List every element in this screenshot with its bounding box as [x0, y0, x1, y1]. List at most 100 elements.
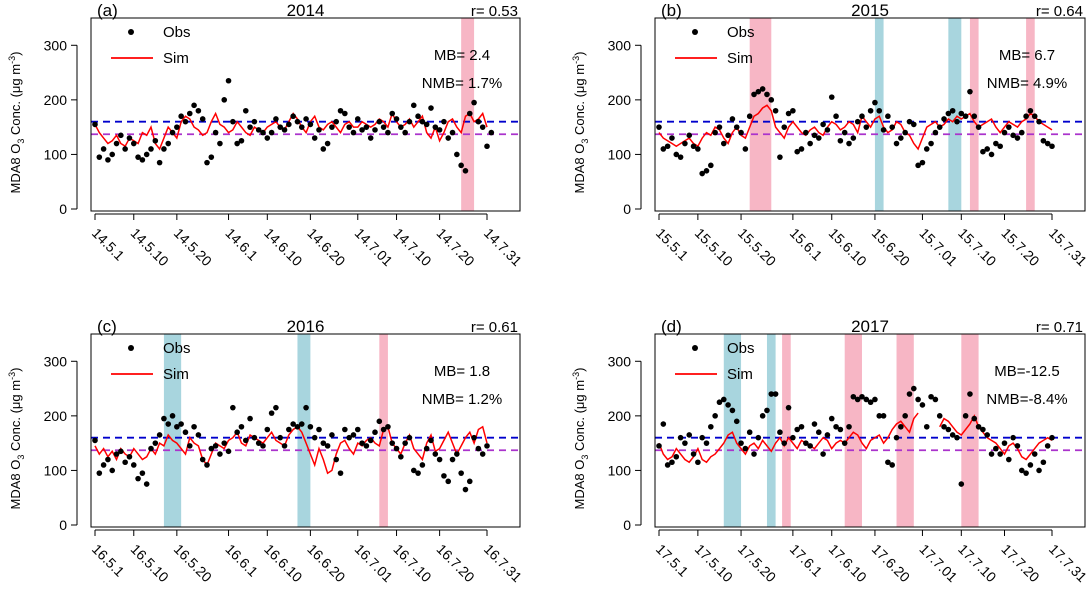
obs-point — [751, 91, 757, 98]
obs-point — [363, 443, 370, 449]
obs-point — [811, 132, 818, 139]
x-tick-label: 16.7.10 — [390, 541, 434, 585]
obs-point — [1014, 135, 1021, 141]
panel-label: (b) — [661, 1, 682, 20]
obs-point — [415, 470, 421, 476]
obs-point — [803, 129, 809, 136]
legend-obs-marker — [128, 345, 134, 351]
obs-point — [113, 451, 120, 457]
obs-point — [135, 154, 141, 160]
y-tick-label: 300 — [608, 37, 632, 53]
obs-point — [764, 91, 770, 98]
obs-point — [372, 429, 378, 436]
obs-point — [820, 121, 826, 128]
obs-point — [346, 434, 352, 441]
obs-point — [699, 170, 705, 177]
mb-label: MB=-12.5 — [994, 363, 1059, 380]
obs-point — [148, 445, 154, 452]
obs-point — [837, 137, 844, 144]
obs-point — [363, 124, 370, 130]
obs-point — [488, 129, 495, 136]
legend-sim-label: Sim — [727, 366, 753, 383]
obs-point — [475, 118, 482, 125]
y-axis-label: MDA8 O3 Conc. (μg m-3) — [7, 52, 26, 194]
obs-point — [126, 453, 133, 460]
obs-point — [997, 143, 1003, 150]
obs-point — [1040, 137, 1047, 144]
obs-point — [402, 440, 408, 446]
obs-point — [156, 432, 163, 438]
obs-point — [307, 423, 314, 430]
plot-frame — [654, 17, 1086, 212]
obs-point — [105, 157, 111, 163]
obs-point — [273, 116, 279, 122]
obs-point — [755, 88, 762, 95]
obs-point — [118, 448, 124, 455]
obs-point — [410, 467, 417, 474]
obs-point — [441, 473, 447, 479]
obs-point — [962, 113, 969, 120]
obs-point — [221, 97, 228, 103]
x-tick-label: 17.6.1 — [787, 541, 826, 580]
x-tick-label: 15.7.10 — [955, 225, 999, 269]
obs-point — [867, 399, 874, 406]
obs-point — [432, 124, 439, 130]
obs-point — [316, 426, 322, 433]
obs-point — [204, 462, 210, 468]
obs-point — [669, 135, 675, 141]
obs-point — [449, 456, 456, 463]
obs-point — [863, 396, 870, 403]
obs-point — [984, 146, 991, 152]
obs-point — [915, 162, 921, 169]
obs-point — [781, 124, 788, 130]
x-tick-label: 14.6.10 — [261, 225, 305, 269]
obs-point — [324, 140, 331, 147]
correlation-label: r= 0.61 — [471, 319, 518, 336]
obs-point — [406, 118, 413, 125]
y-axis-label: MDA8 O3 Conc. (μg m-3) — [571, 52, 590, 194]
obs-point — [669, 459, 675, 466]
obs-point — [415, 113, 421, 120]
obs-point — [186, 443, 193, 449]
obs-point — [462, 486, 469, 493]
obs-point — [247, 415, 253, 422]
shaded-span — [961, 334, 979, 527]
obs-point — [1023, 113, 1029, 120]
obs-point — [755, 434, 762, 441]
obs-point — [867, 107, 874, 114]
obs-point — [690, 451, 697, 457]
obs-point — [475, 445, 482, 452]
obs-point — [1018, 467, 1025, 474]
obs-point — [393, 116, 400, 122]
obs-point — [1036, 118, 1042, 125]
obs-point — [880, 413, 887, 419]
x-tick-label: 16.6.1 — [222, 541, 261, 580]
obs-point — [436, 456, 443, 463]
obs-point — [105, 456, 111, 463]
obs-point — [342, 426, 348, 433]
obs-point — [1001, 440, 1008, 446]
obs-point — [833, 113, 839, 120]
obs-point — [260, 129, 266, 136]
plot-frame — [654, 333, 1086, 528]
correlation-label: r= 0.53 — [471, 3, 518, 20]
obs-point — [785, 110, 792, 117]
obs-point — [380, 426, 387, 433]
obs-point — [281, 443, 288, 449]
obs-point — [949, 107, 956, 114]
obs-point — [410, 102, 417, 109]
obs-point — [311, 135, 318, 141]
obs-point — [428, 437, 434, 444]
obs-point — [199, 456, 206, 463]
obs-point — [96, 154, 103, 160]
obs-point — [290, 113, 296, 120]
obs-point — [273, 404, 279, 411]
y-tick-label: 100 — [608, 146, 632, 162]
obs-point — [191, 102, 197, 109]
obs-point — [911, 385, 917, 392]
shaded-span — [766, 334, 776, 527]
obs-point — [346, 124, 352, 130]
legend-obs-label: Obs — [163, 340, 191, 357]
obs-point — [376, 418, 383, 425]
y-tick-label: 0 — [59, 517, 67, 533]
